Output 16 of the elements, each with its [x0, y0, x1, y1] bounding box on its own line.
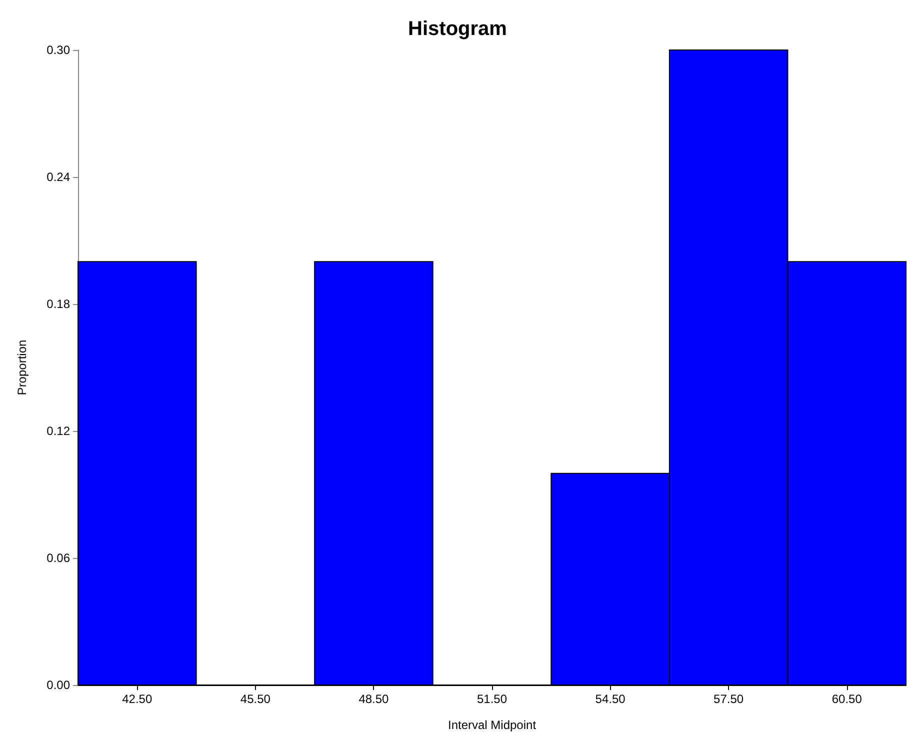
- x-tick-label: 51.50: [476, 692, 508, 706]
- x-tick-label: 45.50: [240, 692, 271, 706]
- x-tick-label: 57.50: [714, 692, 744, 706]
- y-tick-label: 0.06: [46, 551, 70, 565]
- y-tick-label: 0.30: [46, 43, 70, 57]
- x-tick-label: 60.50: [832, 692, 862, 706]
- y-tick-label: 0.24: [46, 170, 70, 184]
- x-tick-label: 48.50: [358, 692, 390, 706]
- chart-title: Histogram: [408, 18, 507, 40]
- x-axis-title: Interval Midpoint: [448, 718, 537, 732]
- y-tick-label: 0.18: [46, 297, 70, 311]
- y-tick-label: 0.00: [46, 678, 70, 692]
- x-tick-label: 54.50: [595, 692, 626, 706]
- y-axis-title: Proportion: [15, 340, 29, 396]
- x-tick-label: 42.50: [122, 692, 152, 706]
- y-tick-label: 0.12: [46, 424, 70, 438]
